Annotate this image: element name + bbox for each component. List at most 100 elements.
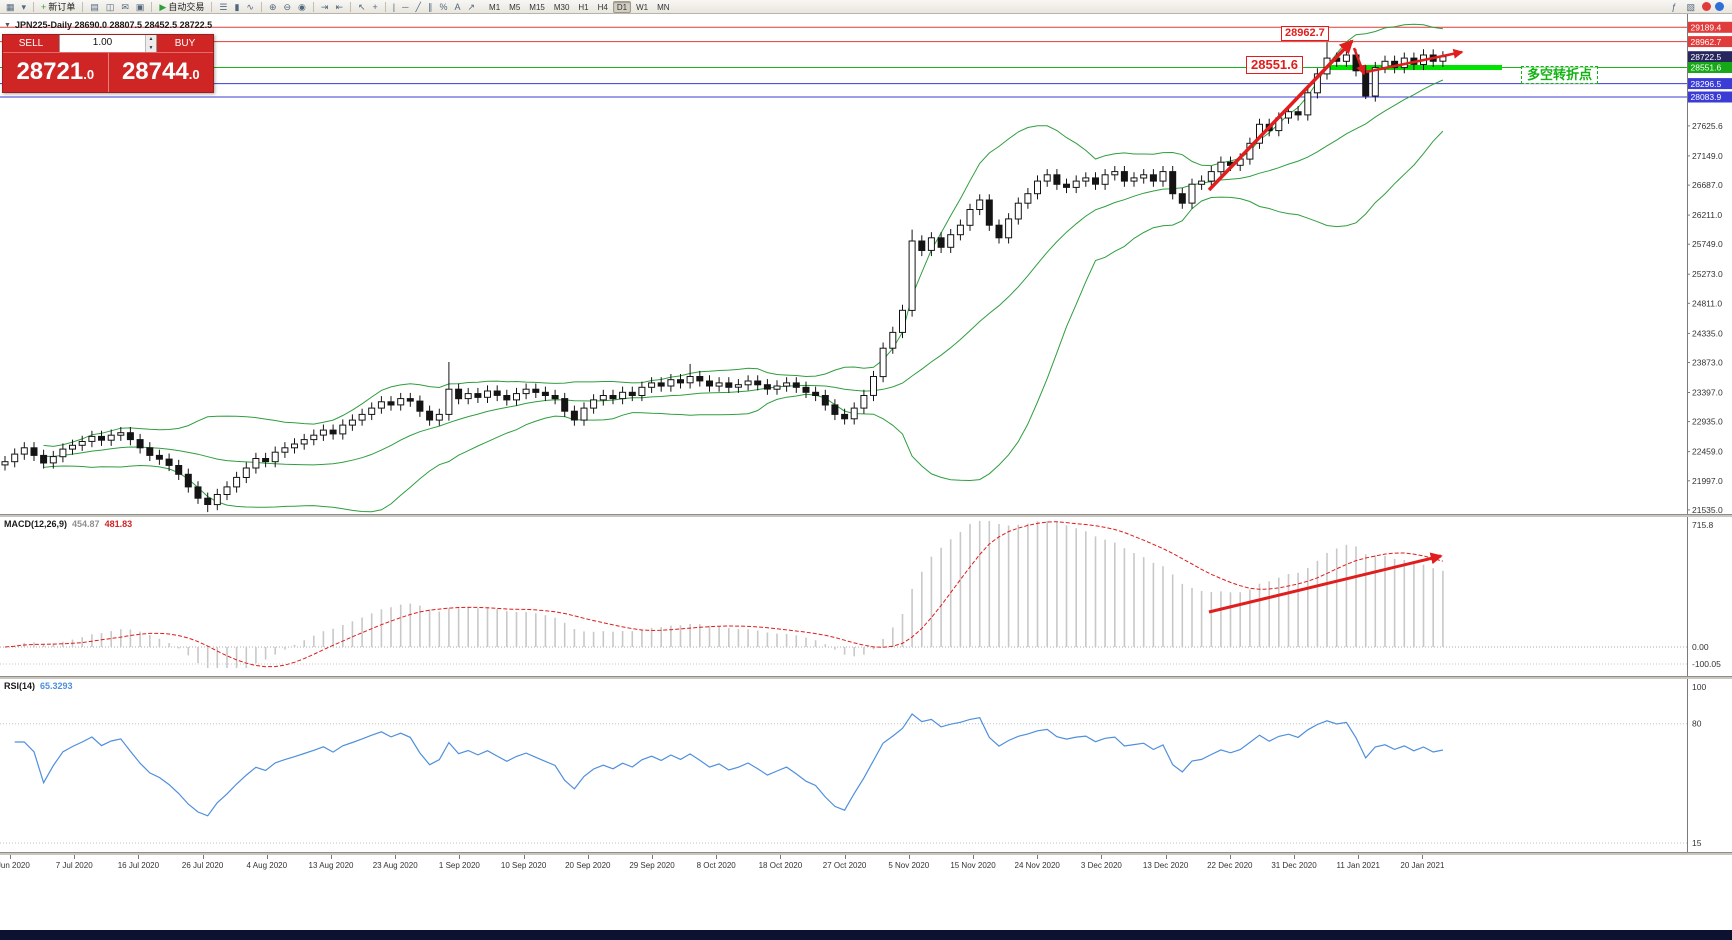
turning-point-label[interactable]: 多空转折点 bbox=[1521, 66, 1599, 84]
time-axis-label: 11 Jan 2021 bbox=[1336, 861, 1380, 870]
time-axis-label: 27 Oct 2020 bbox=[822, 861, 867, 870]
arrow-tool-icon[interactable]: ↗ bbox=[464, 1, 478, 13]
toolbar-separator bbox=[349, 1, 351, 12]
toolbar-separator bbox=[312, 1, 314, 12]
timeframe-button-m5[interactable]: M5 bbox=[509, 2, 521, 12]
trendline-icon[interactable]: ╱ bbox=[413, 1, 424, 13]
fibonacci-icon[interactable]: % bbox=[436, 1, 450, 13]
chart-profiles-icon[interactable]: ▾ bbox=[19, 1, 30, 13]
candlestick-chart-icon[interactable]: ▮ bbox=[231, 1, 242, 13]
timeframe-button-mn[interactable]: MN bbox=[657, 2, 670, 12]
panel-separator[interactable] bbox=[0, 852, 1732, 855]
channel-icon[interactable]: ∥ bbox=[425, 1, 436, 13]
price-chart-canvas[interactable]: 27625.6 27149.0 26687.0 26211.0 25749.0 25273… bbox=[0, 14, 1732, 514]
terminal-icon[interactable]: ▣ bbox=[133, 1, 148, 13]
trendline-icon-glyph: ╱ bbox=[415, 1, 421, 12]
volume-field[interactable]: 1.00 ▲ ▼ bbox=[59, 35, 157, 52]
auto-scroll-icon-glyph: ⇥ bbox=[320, 1, 329, 12]
crosshair-icon[interactable]: + bbox=[370, 1, 381, 13]
volume-value[interactable]: 1.00 bbox=[92, 37, 113, 48]
buy-price-main: 28744 bbox=[121, 58, 189, 85]
vertical-line-icon[interactable]: | bbox=[390, 1, 398, 13]
time-axis-label: 5 Nov 2020 bbox=[888, 861, 930, 870]
support-price-label[interactable]: 28551.6 bbox=[1246, 56, 1303, 74]
svg-text:80: 80 bbox=[1692, 719, 1702, 729]
svg-text:22459.0: 22459.0 bbox=[1692, 447, 1723, 457]
bar-chart-icon[interactable]: ☰ bbox=[216, 1, 230, 13]
toolbar-groups: ▦ ▾ + 新订单 ▤ ◫ ✉ ▣ ▶ 自动交易 ☰ ▮ ∿ ⊕ ⊖ ◉ ⇥ ⇤ ↖ + | ─ ╱ ∥% A ↗ bbox=[3, 1, 478, 13]
navigator-icon[interactable]: ✉ bbox=[118, 1, 132, 13]
new-chart-icon[interactable]: ▦ bbox=[3, 1, 18, 13]
community-badge-icon[interactable] bbox=[1715, 2, 1724, 11]
sell-button[interactable]: SELL bbox=[3, 35, 59, 52]
time-axis[interactable]: 8 Jun 2020 7 Jul 2020 16 Jul 2020 26 Jul 20… bbox=[0, 855, 1732, 875]
horizontal-line-icon[interactable]: ─ bbox=[399, 1, 411, 13]
chart-profiles-icon-glyph: ▾ bbox=[21, 1, 27, 12]
timeframe-button-d1[interactable]: D1 bbox=[612, 0, 632, 13]
time-axis-label: 23 Aug 2020 bbox=[372, 861, 418, 870]
sell-price-button[interactable]: 28721 .0 bbox=[3, 53, 109, 92]
svg-text:28962.7: 28962.7 bbox=[1691, 37, 1722, 47]
rsi-canvas[interactable]: 100 80 15 bbox=[0, 679, 1732, 852]
rsi-panel: 100 80 15 RSI(14) 65.3293 bbox=[0, 679, 1732, 852]
timeframe-button-m15[interactable]: M15 bbox=[529, 2, 545, 12]
macd-name: MACD(12,26,9) bbox=[4, 519, 68, 529]
zoom-out-icon[interactable]: ⊖ bbox=[280, 1, 294, 13]
time-axis-tick bbox=[138, 855, 140, 859]
volume-down-icon[interactable]: ▼ bbox=[146, 43, 156, 52]
buy-button[interactable]: BUY bbox=[157, 35, 213, 52]
data-window-icon[interactable]: ◫ bbox=[103, 1, 118, 13]
market-watch-icon-glyph: ▤ bbox=[90, 1, 99, 12]
time-axis-tick bbox=[1294, 855, 1295, 859]
chart-title: ▼ JPN225-Daily 28690.0 28807.5 28452.5 2… bbox=[4, 20, 212, 30]
one-click-toggle-icon[interactable]: ▼ bbox=[4, 21, 11, 29]
panel-separator[interactable] bbox=[0, 514, 1732, 517]
magnifier-icon[interactable]: ◉ bbox=[295, 1, 309, 13]
svg-text:24811.0: 24811.0 bbox=[1692, 298, 1722, 308]
svg-text:715.8: 715.8 bbox=[1692, 520, 1714, 530]
autotrading-button[interactable]: ▶ 自动交易 bbox=[156, 1, 207, 13]
timeframe-button-m30[interactable]: M30 bbox=[553, 2, 570, 12]
text-tool-icon[interactable]: A bbox=[451, 1, 463, 13]
time-axis-tick bbox=[908, 855, 910, 859]
time-axis-label: 18 Oct 2020 bbox=[758, 861, 803, 870]
templates-icon[interactable]: ▧ bbox=[1683, 1, 1698, 13]
new-order-button[interactable]: + 新订单 bbox=[38, 1, 78, 13]
resistance-price-label[interactable]: 28962.7 bbox=[1281, 26, 1329, 41]
auto-scroll-icon[interactable]: ⇥ bbox=[318, 1, 332, 13]
indicators-icon[interactable]: ƒ bbox=[1668, 1, 1679, 13]
time-axis-label: 1 Sep 2020 bbox=[438, 861, 480, 870]
panel-separator[interactable] bbox=[0, 676, 1732, 679]
timeframe-button-h1[interactable]: H1 bbox=[578, 2, 589, 12]
time-axis-label: 26 Jul 2020 bbox=[181, 861, 224, 870]
line-chart-icon[interactable]: ∿ bbox=[243, 1, 257, 13]
time-axis-label: 13 Dec 2020 bbox=[1142, 861, 1189, 870]
timeframe-button-w1[interactable]: W1 bbox=[636, 2, 649, 12]
line-chart-icon-glyph: ∿ bbox=[246, 1, 254, 12]
timeframe-button-m1[interactable]: M1 bbox=[489, 2, 501, 12]
time-axis-label: 8 Jun 2020 bbox=[0, 861, 30, 870]
alert-badge-icon[interactable] bbox=[1702, 2, 1711, 11]
bottom-bar bbox=[0, 930, 1732, 940]
time-axis-tick bbox=[1358, 855, 1360, 859]
chart-shift-icon-glyph: ⇤ bbox=[335, 1, 343, 12]
chart-shift-icon[interactable]: ⇤ bbox=[332, 1, 346, 13]
horizontal-line-icon-glyph: ─ bbox=[402, 1, 409, 12]
zoom-in-icon[interactable]: ⊕ bbox=[266, 1, 280, 13]
timeframe-button-h4[interactable]: H4 bbox=[597, 2, 608, 12]
buy-price-button[interactable]: 28744 .0 bbox=[109, 53, 214, 92]
navigator-icon-glyph: ✉ bbox=[121, 1, 129, 12]
svg-text:27625.6: 27625.6 bbox=[1692, 121, 1723, 131]
time-axis-label: 10 Sep 2020 bbox=[500, 861, 547, 870]
toolbar-separator bbox=[151, 1, 153, 12]
time-axis-tick bbox=[780, 855, 782, 859]
svg-text:28551.6: 28551.6 bbox=[1691, 63, 1722, 73]
cursor-icon[interactable]: ↖ bbox=[355, 1, 369, 13]
time-axis-tick bbox=[10, 855, 11, 859]
macd-canvas[interactable]: 715.8 0.00 -100.05 bbox=[0, 517, 1732, 676]
svg-text:23873.0: 23873.0 bbox=[1692, 358, 1723, 368]
terminal-icon-glyph: ▣ bbox=[135, 1, 145, 12]
market-watch-icon[interactable]: ▤ bbox=[87, 1, 102, 13]
volume-up-icon[interactable]: ▲ bbox=[146, 35, 156, 44]
svg-text:21535.0: 21535.0 bbox=[1692, 505, 1723, 514]
